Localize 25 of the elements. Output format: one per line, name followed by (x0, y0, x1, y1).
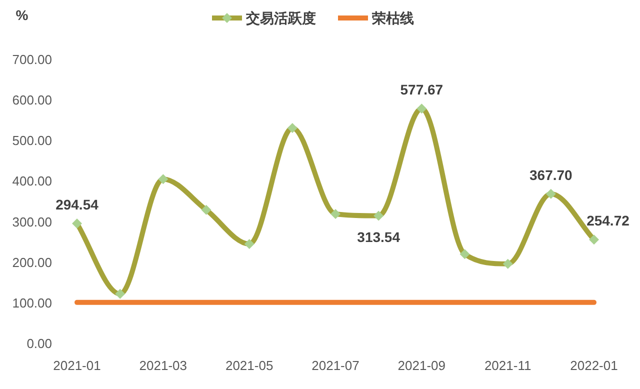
x-tick-label: 2021-09 (398, 358, 446, 373)
x-tick-label: 2021-07 (312, 358, 360, 373)
y-tick-label: 500.00 (12, 133, 52, 148)
y-tick-label: 0.00 (26, 336, 52, 351)
y-tick-label: 700.00 (12, 52, 52, 67)
y-tick-label: 600.00 (12, 92, 52, 108)
data-label: 577.67 (400, 82, 444, 98)
y-axis-title: % (16, 7, 29, 23)
x-tick-label: 2022-01 (570, 358, 618, 373)
data-label: 294.54 (56, 196, 99, 212)
data-label: 313.54 (357, 228, 400, 245)
y-tick-label: 300.00 (12, 214, 52, 230)
data-label: 254.72 (586, 212, 630, 229)
x-tick-label: 2021-03 (139, 358, 188, 373)
legend-item: 交易活跃度 (212, 10, 316, 26)
x-tick-label: 2021-05 (225, 358, 274, 373)
data-label: 367.70 (530, 166, 573, 183)
y-tick-label: 400.00 (12, 174, 52, 189)
x-tick-label: 2021-11 (484, 358, 532, 373)
legend-label: 荣枯线 (371, 10, 414, 26)
legend-label: 交易活跃度 (245, 10, 316, 26)
legend-item: 荣枯线 (338, 10, 414, 26)
y-tick-label: 200.00 (12, 254, 52, 270)
y-tick-label: 100.00 (12, 295, 52, 310)
x-tick-label: 2021-01 (53, 358, 101, 373)
